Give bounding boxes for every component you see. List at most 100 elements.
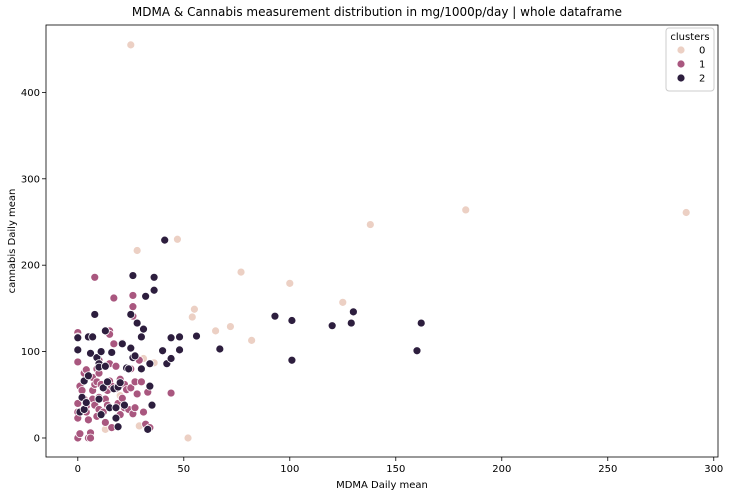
data-point-cluster-2: [166, 354, 176, 363]
data-point-cluster-2: [115, 378, 125, 388]
legend-label-1: 1: [699, 60, 705, 71]
legend-marker-0: [676, 45, 686, 55]
data-point-cluster-2: [166, 333, 176, 343]
data-point-cluster-1: [73, 399, 83, 408]
data-point-cluster-2: [94, 394, 104, 404]
data-point-cluster-0: [183, 433, 193, 443]
data-point-cluster-2: [107, 348, 117, 357]
data-point-cluster-2: [348, 307, 358, 317]
data-point-cluster-1: [130, 403, 140, 413]
x-tick-label: 200: [492, 464, 511, 475]
data-point-cluster-1: [86, 433, 95, 443]
data-point-cluster-0: [226, 322, 235, 331]
data-point-cluster-2: [126, 343, 136, 353]
data-point-cluster-2: [111, 413, 121, 423]
x-tick-label: 0: [75, 464, 81, 475]
y-tick-label: 0: [34, 433, 40, 444]
legend-marker-1: [676, 59, 686, 69]
y-tick-label: 100: [21, 347, 40, 358]
data-point-cluster-0: [189, 304, 199, 314]
data-point-cluster-0: [285, 278, 295, 288]
x-tick-label: 250: [598, 464, 617, 475]
data-point-cluster-1: [84, 415, 93, 425]
data-point-cluster-1: [128, 302, 138, 312]
data-point-cluster-1: [111, 361, 121, 371]
data-point-cluster-1: [109, 339, 119, 349]
data-point-cluster-1: [75, 429, 85, 439]
data-point-cluster-2: [145, 359, 155, 369]
data-point-cluster-2: [141, 291, 151, 301]
y-tick-label: 300: [21, 174, 40, 185]
data-point-cluster-2: [132, 318, 142, 328]
data-point-cluster-1: [73, 357, 83, 367]
data-point-cluster-0: [681, 208, 691, 217]
data-point-cluster-2: [111, 403, 121, 413]
data-point-cluster-2: [145, 381, 155, 391]
data-point-cluster-2: [412, 346, 422, 356]
data-point-cluster-1: [166, 388, 176, 398]
x-axis: 0 50 100 150 200 250 300: [75, 457, 723, 475]
legend: clusters 0 1 2: [665, 27, 715, 92]
data-point-cluster-2: [88, 332, 98, 342]
data-point-cluster-2: [81, 398, 91, 407]
data-point-cluster-2: [130, 351, 140, 361]
data-point-cluster-2: [113, 422, 123, 432]
data-point-cluster-1: [126, 383, 136, 393]
x-tick-label: 150: [386, 464, 405, 475]
plot-area-frame: [45, 24, 719, 458]
data-point-cluster-2: [192, 331, 201, 341]
data-point-cluster-2: [73, 345, 83, 355]
data-point-cluster-2: [136, 364, 146, 374]
data-point-cluster-2: [139, 324, 148, 334]
data-point-cluster-2: [160, 235, 170, 245]
x-tick-label: 300: [704, 464, 723, 475]
data-point-cluster-2: [149, 285, 159, 295]
data-point-cluster-0: [132, 246, 142, 255]
data-point-cluster-0: [247, 335, 257, 345]
x-tick-label: 50: [177, 464, 190, 475]
data-point-cluster-0: [187, 312, 197, 322]
data-point-cluster-2: [287, 316, 297, 325]
data-point-cluster-2: [98, 383, 108, 393]
x-tick-label: 100: [280, 464, 299, 475]
data-point-cluster-1: [109, 293, 119, 303]
data-point-cluster-2: [416, 318, 426, 328]
data-point-cluster-2: [96, 347, 106, 356]
data-point-cluster-2: [147, 400, 157, 410]
data-point-cluster-1: [136, 377, 146, 387]
data-point-cluster-2: [175, 332, 184, 342]
data-point-cluster-2: [90, 310, 100, 319]
data-point-cluster-1: [139, 407, 148, 417]
data-point-cluster-2: [86, 348, 95, 358]
data-point-cluster-2: [96, 410, 106, 420]
legend-marker-2: [676, 73, 686, 83]
data-point-cluster-2: [346, 318, 356, 328]
data-point-cluster-0: [365, 220, 375, 229]
data-point-cluster-2: [100, 361, 110, 371]
data-point-cluster-2: [215, 344, 225, 354]
data-point-cluster-2: [100, 326, 110, 336]
data-point-cluster-2: [136, 332, 146, 342]
points-layer: [73, 40, 691, 443]
data-point-cluster-2: [103, 377, 112, 387]
data-point-cluster-0: [173, 234, 182, 244]
data-point-cluster-2: [73, 333, 83, 343]
data-point-cluster-2: [143, 424, 153, 434]
data-point-cluster-2: [287, 355, 297, 365]
data-point-cluster-2: [128, 271, 138, 280]
data-point-cluster-2: [158, 346, 167, 356]
data-point-cluster-1: [100, 418, 110, 427]
y-axis-label: cannabis Daily mean: [7, 189, 18, 294]
x-axis-label: MDMA Daily mean: [336, 480, 428, 491]
data-point-cluster-1: [132, 389, 142, 399]
data-point-cluster-0: [211, 326, 220, 336]
data-point-cluster-2: [84, 371, 93, 381]
data-point-cluster-2: [149, 272, 159, 282]
data-point-cluster-0: [236, 267, 246, 277]
data-point-cluster-1: [90, 272, 100, 282]
data-point-cluster-2: [124, 364, 134, 374]
legend-label-0: 0: [699, 46, 705, 57]
data-point-cluster-2: [120, 400, 129, 410]
data-point-cluster-2: [175, 345, 184, 355]
